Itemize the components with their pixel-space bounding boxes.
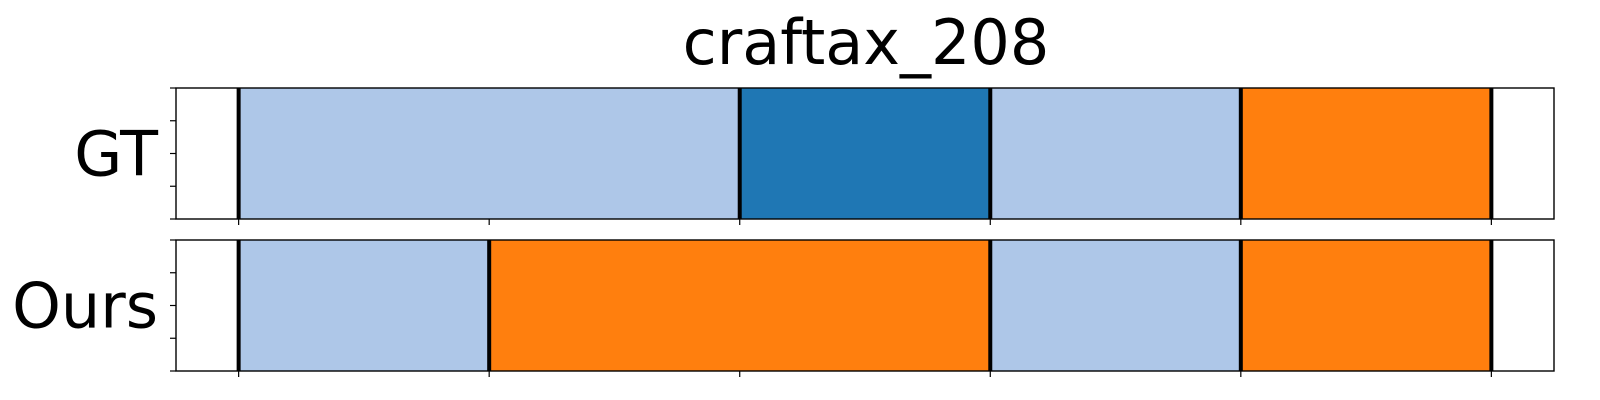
segment-ours-4 xyxy=(1240,240,1492,371)
row-ours: Ours xyxy=(12,239,1555,377)
segment-gt-3 xyxy=(990,88,1241,219)
segment-ours-1 xyxy=(238,240,490,371)
timeline-rows: GT Ours xyxy=(12,87,1555,377)
segment-ours-2 xyxy=(489,240,991,371)
segment-gt-1 xyxy=(238,88,740,219)
segment-ours-3 xyxy=(990,240,1241,371)
segment-gt-4 xyxy=(1240,88,1492,219)
row-label-gt: GT xyxy=(74,118,159,191)
row-gt: GT xyxy=(74,87,1555,225)
segment-gt-2 xyxy=(739,88,991,219)
chart-title: craftax_208 xyxy=(683,6,1050,79)
row-label-ours: Ours xyxy=(12,270,158,343)
